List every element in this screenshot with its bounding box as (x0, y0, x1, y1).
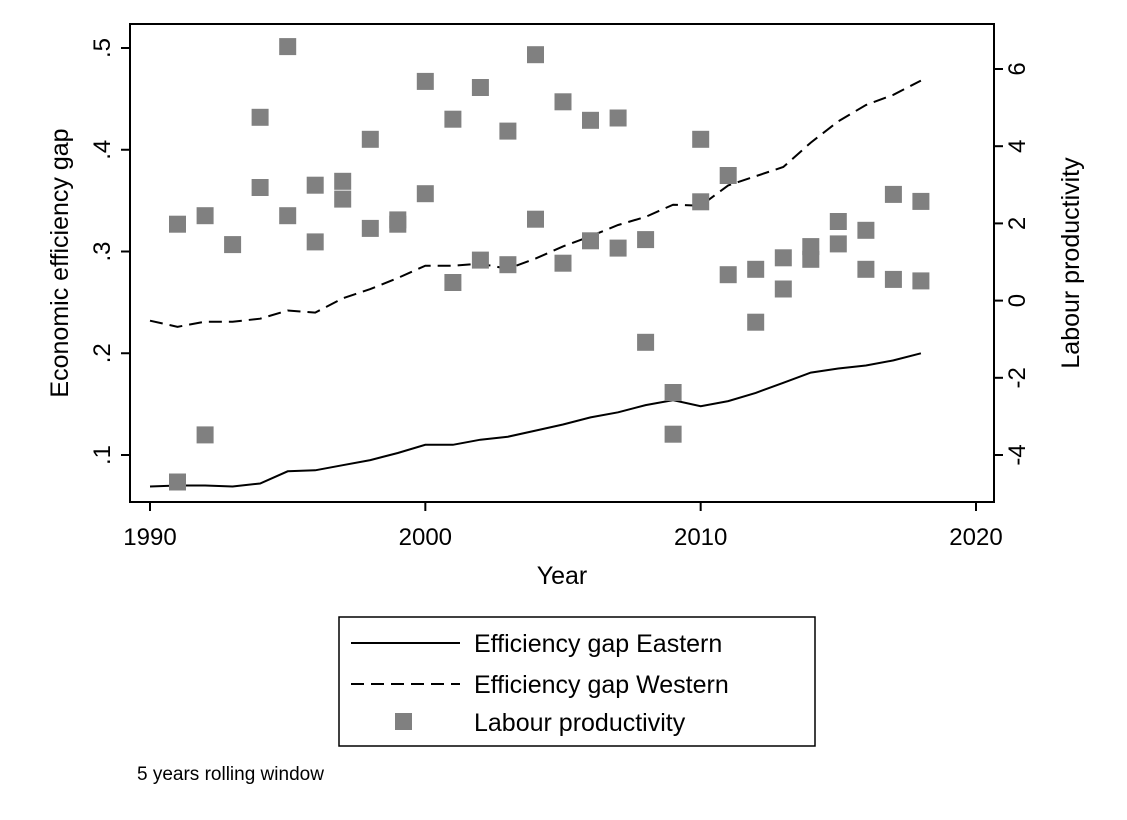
point-labour-productivity (637, 231, 655, 249)
axis-left: .1 .2 .3 .4 .5 (89, 38, 130, 465)
point-labour-productivity (444, 110, 462, 128)
point-labour-productivity (719, 266, 737, 284)
legend-swatch-productivity (395, 713, 412, 730)
line-efficiency-gap-eastern (149, 352, 922, 488)
x-tick-label: 2000 (399, 524, 452, 551)
point-labour-productivity (499, 122, 517, 140)
line-efficiency-gap-western (149, 79, 922, 328)
point-labour-productivity (829, 213, 847, 230)
point-labour-productivity (609, 109, 627, 127)
point-labour-productivity (692, 193, 710, 211)
y-axis-right-title: Labour productivity (1057, 157, 1085, 369)
y-right-tick-label: 4 (1004, 140, 1031, 153)
point-labour-productivity (554, 254, 572, 272)
point-labour-productivity (802, 250, 820, 268)
axis-bottom: 1990 2000 2010 2020 (123, 502, 1003, 551)
point-labour-productivity (196, 426, 214, 444)
point-labour-productivity (527, 46, 544, 64)
point-labour-productivity (306, 233, 324, 251)
plot-area (129, 23, 995, 503)
point-labour-productivity (664, 384, 682, 401)
point-labour-productivity (884, 270, 902, 288)
y-left-tick-label: .2 (89, 343, 116, 363)
point-labour-productivity (416, 72, 434, 90)
point-labour-productivity (196, 207, 214, 225)
point-labour-productivity (251, 179, 269, 196)
point-labour-productivity (279, 38, 297, 56)
y-right-tick-label: 6 (1004, 62, 1031, 75)
legend-label-western: Efficiency gap Western (474, 671, 729, 699)
legend-label-eastern: Efficiency gap Eastern (474, 630, 722, 658)
point-labour-productivity (637, 333, 655, 351)
point-labour-productivity (499, 256, 517, 274)
point-labour-productivity (361, 219, 379, 237)
point-labour-productivity (444, 274, 462, 291)
x-tick-label: 1990 (123, 524, 176, 551)
point-labour-productivity (279, 207, 297, 225)
point-labour-productivity (306, 176, 324, 194)
y-left-tick-label: .1 (89, 445, 116, 465)
point-labour-productivity (169, 215, 186, 233)
point-labour-productivity (389, 211, 407, 229)
point-labour-productivity (471, 79, 489, 96)
y-axis-left-title: Economic efficiency gap (46, 128, 74, 397)
point-labour-productivity (334, 190, 352, 208)
legend-label-productivity: Labour productivity (474, 709, 686, 737)
point-labour-productivity (609, 239, 627, 257)
point-labour-productivity (582, 232, 599, 250)
x-tick-label: 2010 (674, 524, 727, 551)
y-right-tick-label: -2 (1004, 367, 1031, 388)
point-labour-productivity (774, 249, 792, 267)
point-labour-productivity (251, 108, 269, 126)
point-labour-productivity (582, 111, 599, 129)
y-right-tick-label: 0 (1004, 294, 1031, 307)
point-labour-productivity (884, 185, 902, 203)
point-labour-productivity (527, 210, 544, 228)
point-labour-productivity (334, 172, 352, 190)
point-labour-productivity (169, 473, 186, 491)
y-left-tick-label: .3 (89, 241, 116, 261)
point-labour-productivity (829, 235, 847, 253)
x-tick-label: 2020 (949, 524, 1002, 551)
legend-box (338, 616, 816, 747)
point-labour-productivity (692, 130, 710, 148)
point-labour-productivity (747, 313, 765, 331)
y-right-tick-label: 2 (1004, 217, 1031, 230)
x-axis-title: Year (537, 562, 588, 590)
point-labour-productivity (857, 260, 875, 278)
y-right-tick-label: -4 (1004, 444, 1031, 465)
y-left-tick-label: .5 (89, 38, 116, 58)
point-labour-productivity (471, 251, 489, 269)
point-labour-productivity (774, 280, 792, 298)
point-labour-productivity (361, 130, 379, 148)
axis-right: -4 -2 0 2 4 6 (994, 62, 1031, 466)
y-left-tick-label: .4 (89, 140, 116, 160)
point-labour-productivity (664, 425, 682, 443)
point-labour-productivity (912, 192, 930, 210)
point-labour-productivity (719, 167, 737, 184)
legend: Efficiency gap Eastern Efficiency gap We… (338, 616, 816, 747)
series-layer (149, 38, 930, 491)
plot-frame (129, 23, 995, 503)
chart-note: 5 years rolling window (137, 764, 324, 785)
point-labour-productivity (912, 272, 930, 290)
point-labour-productivity (554, 93, 572, 111)
point-labour-productivity (747, 260, 765, 278)
point-labour-productivity (857, 221, 875, 239)
point-labour-productivity (224, 236, 242, 254)
point-labour-productivity (416, 185, 434, 203)
